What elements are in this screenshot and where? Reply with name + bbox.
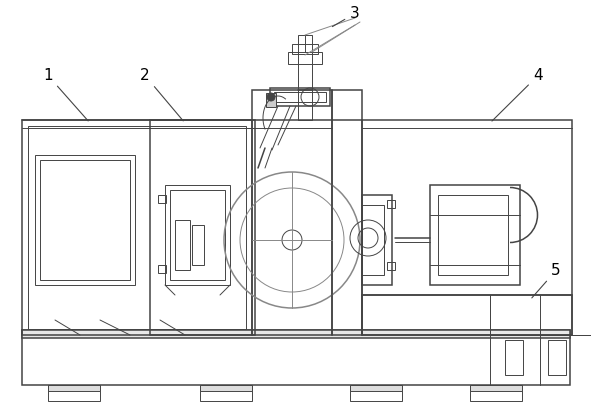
Bar bbox=[48, 385, 100, 401]
Bar bbox=[362, 295, 572, 335]
Bar bbox=[298, 35, 312, 120]
Bar bbox=[362, 205, 384, 275]
Bar bbox=[252, 90, 332, 335]
Text: 3: 3 bbox=[332, 6, 360, 27]
Bar bbox=[292, 44, 318, 54]
Bar bbox=[200, 385, 252, 391]
Bar bbox=[158, 265, 166, 273]
Bar bbox=[48, 385, 100, 391]
Bar bbox=[350, 385, 402, 401]
Bar bbox=[470, 385, 522, 401]
Bar bbox=[266, 93, 276, 107]
Bar bbox=[270, 88, 330, 106]
Bar bbox=[438, 195, 508, 275]
Bar bbox=[22, 330, 570, 338]
Text: 4: 4 bbox=[492, 68, 543, 121]
Bar bbox=[362, 195, 392, 285]
Bar bbox=[505, 340, 523, 375]
Bar bbox=[470, 385, 522, 391]
Bar bbox=[350, 385, 402, 391]
Text: 2: 2 bbox=[140, 68, 183, 121]
Bar bbox=[35, 155, 135, 285]
Bar bbox=[40, 160, 130, 280]
Bar bbox=[274, 92, 326, 102]
Bar bbox=[430, 185, 520, 285]
Bar bbox=[22, 330, 570, 385]
Text: 1: 1 bbox=[43, 68, 88, 121]
Bar bbox=[288, 52, 322, 64]
Bar bbox=[150, 120, 255, 335]
Text: 5: 5 bbox=[532, 263, 561, 298]
Bar bbox=[165, 185, 230, 285]
Bar bbox=[170, 190, 225, 280]
Bar bbox=[387, 262, 395, 270]
Bar bbox=[158, 195, 166, 203]
Circle shape bbox=[267, 93, 275, 101]
Bar bbox=[192, 225, 204, 265]
Bar bbox=[28, 126, 246, 329]
Bar bbox=[362, 120, 572, 335]
Bar bbox=[387, 200, 395, 208]
Bar bbox=[332, 90, 362, 335]
Bar bbox=[22, 120, 252, 335]
Bar bbox=[175, 220, 190, 270]
Bar bbox=[200, 385, 252, 401]
Bar bbox=[548, 340, 566, 375]
